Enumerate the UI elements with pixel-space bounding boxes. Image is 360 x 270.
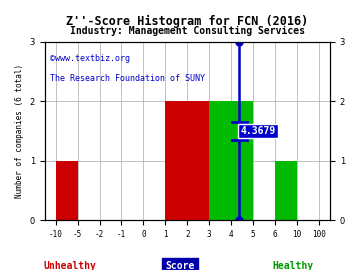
Title: Z''-Score Histogram for FCN (2016): Z''-Score Histogram for FCN (2016) (66, 15, 309, 28)
Text: Industry: Management Consulting Services: Industry: Management Consulting Services (70, 26, 305, 36)
Text: Score: Score (165, 261, 195, 270)
Bar (275, 161, 297, 220)
Bar (56, 161, 77, 220)
Bar (165, 101, 209, 220)
Text: Unhealthy: Unhealthy (43, 261, 96, 270)
Text: The Research Foundation of SUNY: The Research Foundation of SUNY (50, 74, 205, 83)
Text: Healthy: Healthy (272, 261, 313, 270)
Y-axis label: Number of companies (6 total): Number of companies (6 total) (15, 64, 24, 198)
Text: ©www.textbiz.org: ©www.textbiz.org (50, 54, 130, 63)
Text: 4.3679: 4.3679 (240, 126, 276, 136)
Bar (209, 101, 253, 220)
